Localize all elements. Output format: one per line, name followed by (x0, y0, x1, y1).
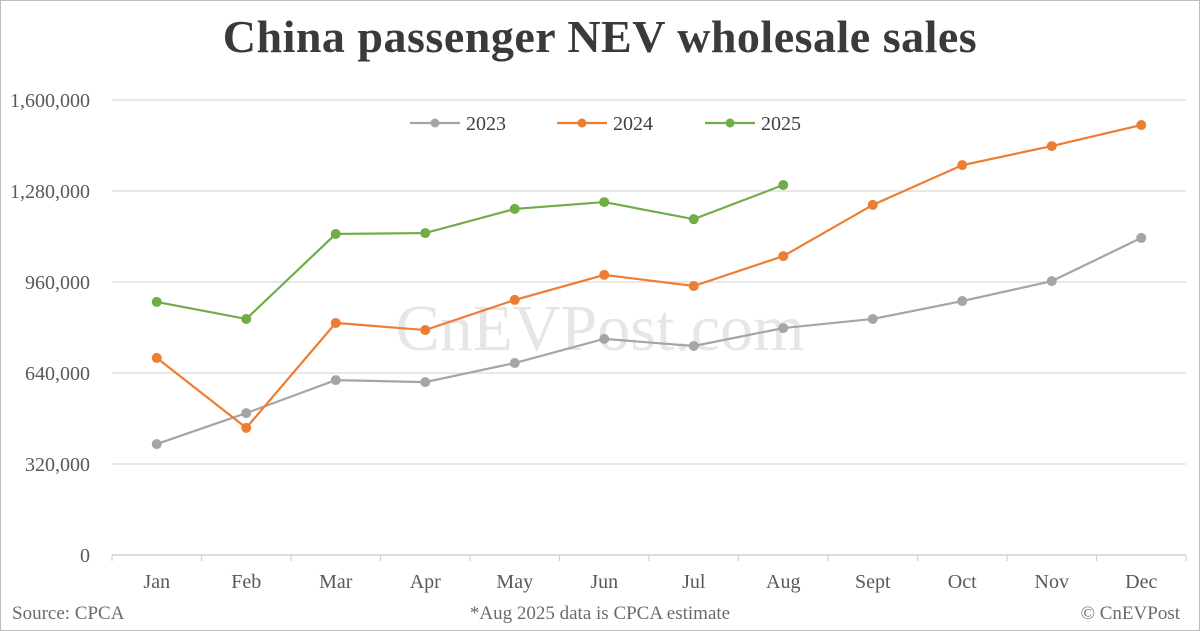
data-point[interactable] (509, 203, 520, 214)
x-tick-label: Oct (948, 571, 977, 593)
data-point[interactable] (957, 296, 968, 307)
data-point[interactable] (151, 296, 162, 307)
data-point[interactable] (509, 358, 520, 369)
x-tick-label: Feb (231, 571, 261, 593)
y-tick-label: 960,000 (25, 272, 90, 294)
series-line (156, 123, 1142, 430)
data-point[interactable] (688, 280, 699, 291)
data-point[interactable] (957, 160, 968, 171)
data-point[interactable] (1136, 232, 1147, 243)
data-point[interactable] (688, 340, 699, 351)
data-point[interactable] (420, 325, 431, 336)
series-line (156, 236, 1142, 446)
data-point[interactable] (1046, 276, 1057, 287)
data-point[interactable] (241, 313, 252, 324)
x-tick-label: Jan (143, 571, 170, 593)
series-2024 (151, 120, 1147, 433)
x-tick-label: Jul (682, 571, 706, 593)
x-tick-label: Aug (766, 571, 800, 593)
source-note: Source: CPCA (12, 603, 125, 624)
data-point[interactable] (688, 214, 699, 225)
y-tick-label: 640,000 (25, 363, 90, 385)
series-line (156, 184, 784, 321)
x-tick-label: Dec (1125, 571, 1157, 593)
series-2025 (151, 180, 789, 324)
legend-item-2023[interactable]: 2023 (410, 113, 506, 135)
y-tick-label: 1,280,000 (10, 181, 90, 203)
x-tick-label: Sept (855, 571, 891, 593)
data-point[interactable] (330, 375, 341, 386)
x-tick-label: May (496, 571, 533, 593)
data-point[interactable] (778, 323, 789, 334)
data-point[interactable] (151, 439, 162, 450)
data-point[interactable] (867, 199, 878, 210)
watermark: CnEVPost.com (396, 292, 805, 365)
data-point[interactable] (241, 422, 252, 433)
data-point[interactable] (509, 294, 520, 305)
chart-title: China passenger NEV wholesale sales (222, 11, 978, 62)
data-point[interactable] (241, 408, 252, 419)
data-point[interactable] (330, 228, 341, 239)
data-point[interactable] (1046, 141, 1057, 152)
data-point[interactable] (599, 333, 610, 344)
data-point[interactable] (330, 317, 341, 328)
legend-label: 2025 (761, 113, 801, 135)
y-tick-label: 1,600,000 (10, 90, 90, 112)
data-point[interactable] (599, 269, 610, 280)
x-tick-label: Jun (590, 571, 618, 593)
data-point[interactable] (778, 180, 789, 191)
legend-label: 2023 (466, 113, 506, 135)
x-tick-label: Nov (1035, 571, 1069, 593)
estimate-note: *Aug 2025 data is CPCA estimate (469, 603, 731, 624)
x-tick-label: Apr (410, 571, 441, 593)
legend-label: 2024 (613, 113, 653, 135)
legend-item-2024[interactable]: 2024 (557, 113, 653, 135)
data-point[interactable] (778, 251, 789, 262)
legend-item-2025[interactable]: 2025 (705, 113, 801, 135)
data-point[interactable] (420, 228, 431, 239)
data-point[interactable] (151, 352, 162, 363)
copyright-note: © CnEVPost (1080, 603, 1180, 624)
data-point[interactable] (599, 197, 610, 208)
data-point[interactable] (1136, 120, 1147, 131)
x-tick-label: Mar (319, 571, 353, 593)
y-tick-label: 320,000 (25, 454, 90, 476)
data-point[interactable] (420, 377, 431, 388)
data-point[interactable] (867, 313, 878, 324)
series-2023 (151, 232, 1147, 450)
y-tick-label: 0 (80, 545, 90, 567)
